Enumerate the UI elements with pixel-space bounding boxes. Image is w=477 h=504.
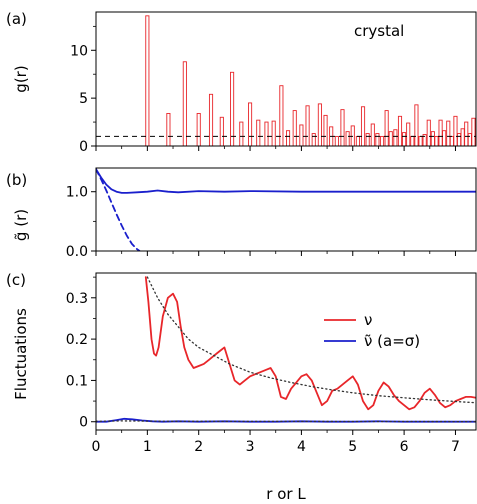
- y-tick-label-2-0: 0: [79, 415, 88, 431]
- bar-41: [426, 119, 431, 146]
- bar-1: [166, 113, 171, 146]
- axes-b: 0.0 1.0: [66, 167, 477, 260]
- bar-45: [442, 130, 447, 146]
- x-axis-label: r or L: [266, 485, 306, 503]
- bar-33: [393, 129, 398, 146]
- series-line-2-0: [144, 276, 476, 411]
- bar-38: [414, 104, 419, 146]
- series-line-2-3: [96, 420, 476, 423]
- bar-43: [434, 135, 439, 146]
- bar-10: [264, 121, 269, 146]
- series-line-2-2: [146, 276, 476, 404]
- bar-2: [182, 61, 187, 146]
- y-axis-label-a: g(r): [12, 65, 30, 92]
- bar-14: [292, 110, 297, 146]
- series-line-1-1: [96, 168, 141, 251]
- panel-label-a: (a): [6, 10, 27, 28]
- bar-46: [446, 120, 451, 146]
- bar-7: [239, 121, 244, 146]
- y-axis-label-c: Fluctuations: [12, 308, 30, 400]
- y-tick-label-2-2: 0.2: [66, 332, 88, 348]
- bar-48: [453, 115, 458, 146]
- y-tick-label-0-2: 10: [70, 43, 88, 59]
- panel-c: (c) Fluctuations r or L 0 0.1 0.2 0.3 0 1 2 3 4 5…: [6, 271, 477, 503]
- bar-8: [248, 102, 253, 146]
- legend: ν ν̃ (a=σ): [324, 311, 420, 350]
- bar-39: [418, 135, 423, 146]
- bar-15: [299, 124, 304, 146]
- legend-label-1: ν̃ (a=σ): [364, 332, 420, 350]
- bars-a: [96, 15, 476, 146]
- bar-34: [397, 115, 403, 146]
- bar-36: [406, 122, 411, 146]
- y-tick-label-1-0: 0.0: [66, 244, 88, 260]
- y-tick-label-1-1: 1.0: [66, 185, 88, 201]
- axes-frame-2: [95, 272, 477, 431]
- bar-19: [323, 114, 328, 146]
- axes-a: 0 5 10: [70, 11, 477, 155]
- bar-31: [384, 110, 389, 146]
- y-tick-label-0-1: 5: [79, 91, 88, 107]
- bar-6: [230, 71, 235, 146]
- y-tick-label-2-1: 0.1: [66, 373, 88, 389]
- bar-52: [467, 133, 472, 146]
- x-tick-label-5: 5: [348, 439, 357, 455]
- axes-c: 0 0.1 0.2 0.3 0 1 2 3 4 5 6 7: [66, 272, 477, 455]
- bar-17: [311, 133, 316, 146]
- bar-22: [340, 109, 345, 146]
- x-tick-label-0: 0: [92, 439, 101, 455]
- lines-c: [96, 276, 476, 423]
- bar-28: [370, 123, 375, 146]
- lines-b: [96, 168, 476, 251]
- annotation-crystal: crystal: [354, 22, 404, 40]
- bar-23: [345, 131, 350, 146]
- bar-5: [219, 116, 224, 146]
- bar-42: [430, 131, 435, 146]
- bar-32: [388, 131, 393, 146]
- bar-26: [360, 106, 366, 146]
- bar-25: [355, 135, 360, 146]
- panel-label-b: (b): [6, 171, 27, 189]
- bar-53: [471, 117, 476, 146]
- y-tick-label-0-0: 0: [79, 139, 88, 155]
- bar-12: [279, 85, 284, 146]
- bar-3: [196, 113, 201, 146]
- bar-4: [208, 93, 214, 146]
- bar-47: [449, 135, 454, 146]
- x-tick-label-6: 6: [400, 439, 409, 455]
- y-tick-label-2-3: 0.3: [66, 291, 88, 307]
- axes-frame-1: [95, 167, 477, 252]
- bar-16: [305, 105, 310, 146]
- bar-13: [286, 130, 291, 146]
- panel-label-c: (c): [6, 271, 26, 289]
- y-axis-label-b: g̃ (r): [12, 209, 30, 241]
- legend-label-0: ν: [364, 311, 372, 329]
- bar-29: [375, 133, 380, 146]
- bar-0: [145, 15, 150, 146]
- axes-frame-0: [95, 11, 477, 147]
- bar-18: [317, 103, 322, 146]
- bar-11: [271, 120, 276, 146]
- x-tick-label-3: 3: [246, 439, 255, 455]
- panel-a: (a) g(r) crystal 0 5 10: [6, 10, 477, 155]
- bar-49: [457, 133, 462, 146]
- bar-27: [365, 133, 370, 146]
- bar-35: [402, 132, 407, 146]
- x-tick-label-4: 4: [297, 439, 306, 455]
- bar-37: [410, 135, 415, 146]
- x-tick-label-1: 1: [143, 439, 152, 455]
- bar-30: [379, 135, 385, 146]
- panel-b: (b) g̃ (r) 0.0 1.0: [6, 167, 477, 260]
- bar-21: [334, 135, 339, 146]
- bar-51: [464, 121, 469, 146]
- bar-44: [438, 119, 443, 146]
- x-tick-label-7: 7: [451, 439, 460, 455]
- x-tick-label-2: 2: [194, 439, 203, 455]
- series-line-1-0: [96, 168, 476, 194]
- bar-9: [256, 119, 261, 146]
- bar-50: [460, 128, 465, 146]
